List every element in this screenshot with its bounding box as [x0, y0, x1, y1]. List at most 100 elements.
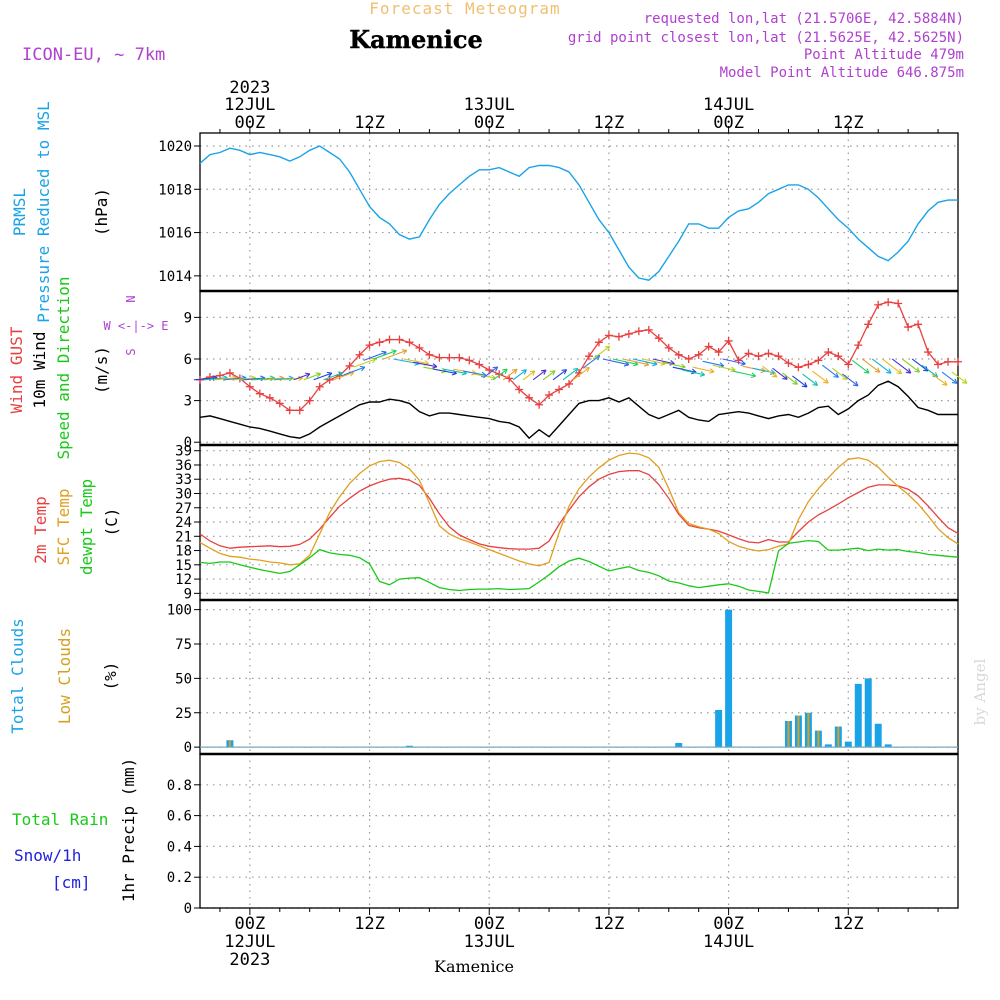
- gust-marker: [914, 320, 923, 329]
- y-tick-label: 3: [184, 394, 192, 410]
- wind-arrow: [632, 358, 658, 365]
- panel-frame: [199, 132, 959, 292]
- wind-arrow: [562, 368, 579, 381]
- top-time-label: 12Z: [833, 113, 864, 133]
- y-tick-label: 0: [184, 740, 192, 756]
- compass-n: N: [124, 295, 138, 302]
- bottom-time-label: 14JUL: [703, 932, 754, 952]
- gust-marker: [884, 298, 893, 307]
- wind-arrow-head: [961, 378, 968, 384]
- watermark: by Angel: [971, 658, 989, 725]
- gust-marker: [395, 335, 404, 344]
- wind-dir-label: Speed and Direction: [54, 276, 73, 459]
- wind-arrow: [433, 368, 457, 374]
- wind-arrow: [243, 377, 265, 381]
- total-cloud-bar: [874, 723, 882, 748]
- wind-arrow-head: [315, 372, 322, 378]
- wind-arrow-head: [874, 367, 881, 373]
- y-tick-label: 15: [175, 558, 192, 574]
- wind-arrow: [682, 369, 705, 376]
- top-time-label: 12Z: [594, 113, 625, 133]
- gust-marker: [594, 338, 603, 347]
- wind-arrow: [772, 367, 788, 380]
- temp-2m-label: 2m Temp: [31, 496, 50, 563]
- gust-marker: [465, 356, 474, 365]
- total-cloud-bar: [854, 683, 862, 748]
- gust-marker: [774, 352, 783, 361]
- gust-marker: [694, 350, 703, 359]
- wind-arrow: [712, 364, 736, 371]
- gust-marker: [405, 338, 414, 347]
- wind-arrow: [612, 358, 639, 366]
- total-cloud-bar: [844, 741, 852, 748]
- wind-arrow-head: [886, 368, 892, 374]
- gust-marker: [824, 348, 833, 357]
- wind-arrow: [443, 368, 467, 374]
- clouds-unit: (%): [101, 662, 120, 691]
- wind-arrow-head: [502, 368, 508, 375]
- wind-arrow: [463, 370, 487, 376]
- wind-arrow: [861, 358, 881, 373]
- wind-arrow: [891, 358, 912, 374]
- wind-arrow: [273, 377, 294, 381]
- wind-arrow: [841, 373, 859, 387]
- wind-arrow-head: [391, 349, 397, 355]
- wind-arrow-head: [833, 372, 839, 378]
- wind-arrow-head: [326, 371, 333, 378]
- gust-marker: [814, 356, 823, 365]
- gust-marker: [295, 406, 304, 415]
- location-title: Kamenice: [349, 25, 483, 54]
- top-time-label: 14JUL: [703, 95, 754, 115]
- wind-arrow-head: [750, 372, 757, 379]
- wind-arrow: [732, 370, 756, 377]
- y-tick-label: 1014: [158, 269, 192, 285]
- gust-marker: [644, 325, 653, 334]
- y-tick-label: 1016: [158, 226, 192, 242]
- wind-arrow-head: [304, 372, 311, 378]
- top-time-label: 12Z: [354, 113, 385, 133]
- wind-gust-line: [199, 301, 958, 411]
- wind-arrow: [383, 349, 407, 360]
- bottom-time-label: 00Z: [474, 914, 505, 934]
- gust-marker: [894, 299, 903, 308]
- wind-arrow: [782, 372, 798, 385]
- wind-arrow: [951, 371, 968, 384]
- gust-marker: [255, 389, 264, 398]
- gust-marker: [924, 348, 933, 357]
- wind-arrow-head: [584, 366, 590, 373]
- wind-arrow: [672, 366, 697, 373]
- gust-marker: [365, 341, 374, 350]
- wind-arrow: [921, 364, 938, 378]
- y-tick-label: 39: [175, 444, 192, 460]
- bottom-time-label: 12JUL: [224, 932, 275, 952]
- low-cloud-bar: [787, 721, 790, 748]
- wind-arrow: [293, 373, 311, 381]
- gust-marker: [874, 300, 883, 309]
- panel-precipitation: 0 0.2 0.4 0.6 0.8: [167, 753, 959, 917]
- gust-marker: [724, 336, 733, 345]
- wind-arrow: [482, 366, 498, 379]
- gust-marker: [934, 360, 943, 369]
- y-tick-label: 0.4: [167, 839, 192, 855]
- wind-arrow: [822, 364, 839, 378]
- precip-label: 1hr Precip (mm): [119, 758, 138, 903]
- y-tick-label: 30: [175, 486, 192, 502]
- temp-line-2: [199, 539, 959, 594]
- wind-arrow: [652, 358, 675, 365]
- top-time-label: 00Z: [235, 113, 266, 133]
- wind-arrow-head: [549, 370, 556, 376]
- gust-marker: [784, 359, 793, 368]
- wind-arrow: [802, 373, 818, 386]
- wind-arrow: [602, 358, 629, 366]
- footer-location: Kamenice: [434, 957, 514, 976]
- temp-line-0: [199, 470, 959, 550]
- wind-arrow: [203, 377, 228, 381]
- y-tick-label: 0.8: [167, 778, 192, 794]
- bottom-time-label: 00Z: [713, 914, 744, 934]
- gust-marker: [525, 393, 534, 402]
- gust-marker: [435, 353, 444, 362]
- total-cloud-bar: [715, 710, 723, 748]
- wind-arrow: [253, 377, 275, 381]
